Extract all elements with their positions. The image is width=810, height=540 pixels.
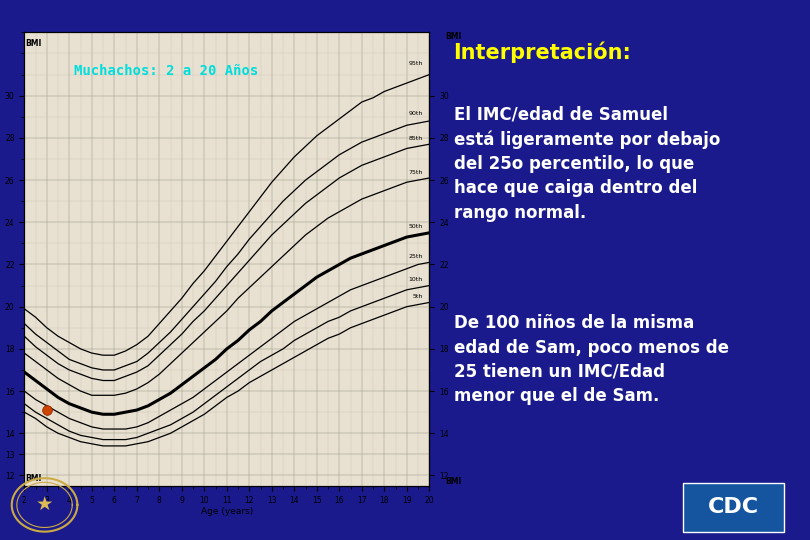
Text: ★: ★ <box>36 495 53 515</box>
Text: BMI: BMI <box>25 39 42 48</box>
Text: Muchachos: 2 a 20 Años: Muchachos: 2 a 20 Años <box>74 64 258 78</box>
Text: BMI: BMI <box>446 477 462 486</box>
Text: 50th: 50th <box>408 225 423 230</box>
Text: 75th: 75th <box>408 170 423 174</box>
FancyBboxPatch shape <box>683 483 783 532</box>
Text: 25th: 25th <box>408 254 423 259</box>
Text: 85th: 85th <box>408 136 423 141</box>
Text: De 100 niños de la misma
edad de Sam, poco menos de
25 tienen un IMC/Edad
menor : De 100 niños de la misma edad de Sam, po… <box>454 314 729 405</box>
Text: BMI: BMI <box>25 474 42 483</box>
X-axis label: Age (years): Age (years) <box>201 508 253 516</box>
Text: 5th: 5th <box>412 294 423 299</box>
Text: 95th: 95th <box>408 60 423 66</box>
Text: CDC: CDC <box>707 496 759 517</box>
Text: El IMC/edad de Samuel
está ligeramente por debajo
del 25o percentilo, lo que
hac: El IMC/edad de Samuel está ligeramente p… <box>454 106 720 221</box>
Text: Interpretación:: Interpretación: <box>454 41 632 63</box>
Text: 90th: 90th <box>408 111 423 116</box>
Text: BMI: BMI <box>446 32 462 42</box>
Text: 10th: 10th <box>408 277 423 282</box>
